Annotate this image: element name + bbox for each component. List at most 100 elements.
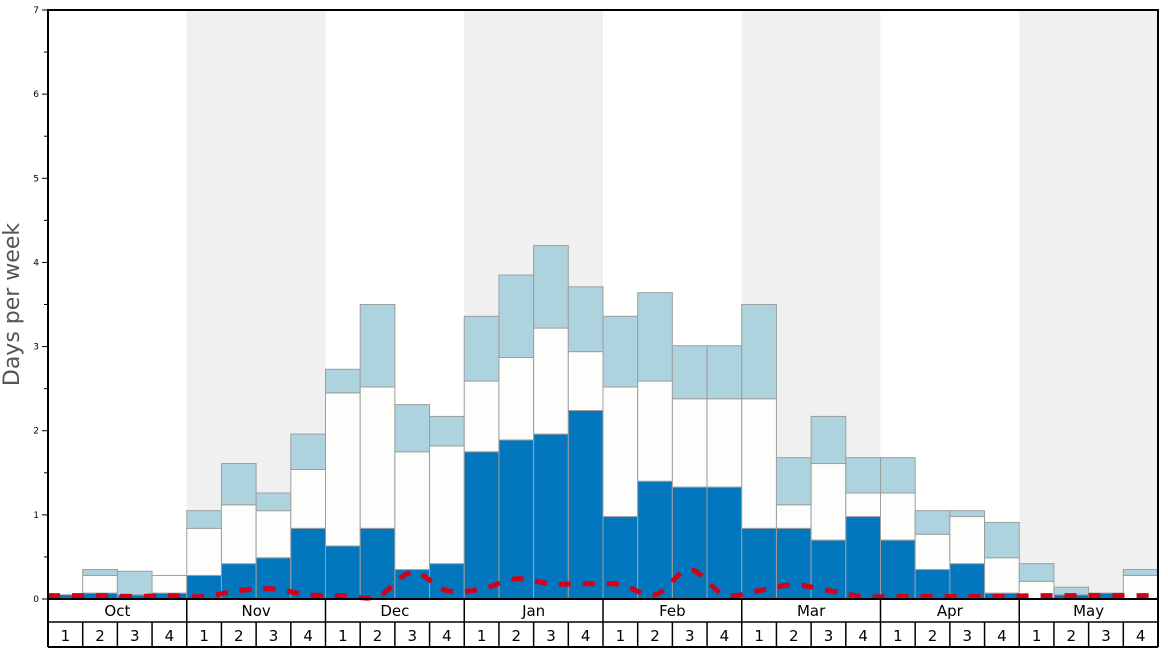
week-label: 4 (1136, 627, 1146, 645)
bar-middle (671, 398, 708, 488)
week-label: 3 (685, 627, 695, 645)
week-label: 1 (893, 627, 903, 645)
bar-middle (706, 398, 743, 488)
month-label-may: May (1073, 602, 1104, 620)
bar-top (255, 492, 292, 512)
month-label-oct: Oct (104, 602, 130, 620)
bar-top (359, 304, 396, 388)
bar-top (429, 415, 465, 447)
bar-top (602, 315, 639, 388)
bar-top (880, 457, 916, 494)
bar-bottom (671, 486, 708, 600)
bar-top (775, 457, 812, 506)
bar-middle (984, 557, 1020, 594)
bar-top (325, 368, 361, 394)
bar-middle (602, 386, 639, 518)
bar-top (290, 433, 326, 470)
bar-top (1122, 569, 1159, 576)
bar-top (914, 510, 951, 535)
week-label: 3 (407, 627, 417, 645)
bar-middle (637, 380, 673, 482)
month-label-dec: Dec (380, 602, 409, 620)
bar-bottom (325, 545, 361, 600)
bar-middle (82, 574, 118, 594)
bar-top (984, 521, 1020, 559)
bar-bottom (533, 433, 569, 600)
week-label: 4 (165, 627, 175, 645)
trend-line (48, 567, 1158, 601)
week-label: 1 (477, 627, 487, 645)
bar-bottom (949, 563, 986, 600)
month-label-nov: Nov (241, 602, 270, 620)
week-label: 2 (373, 627, 383, 645)
week-label: 4 (858, 627, 868, 645)
bar-bottom (637, 480, 673, 600)
x-axis: Oct 1 2 3 4 Nov 1 2 3 4 Dec 1 2 3 4 Jan 1 2 3 4 Feb 1 2 3 4 Mar 1 2… (47, 9, 1159, 648)
bar-middle (290, 468, 326, 529)
week-label: 4 (720, 627, 730, 645)
week-label: 3 (546, 627, 556, 645)
bar-middle (810, 463, 847, 541)
bar-top (394, 404, 431, 453)
bar-bottom (880, 539, 916, 600)
bar-middle (845, 492, 881, 518)
bar-middle (533, 327, 569, 435)
week-label: 3 (269, 627, 279, 645)
bar-top (1018, 563, 1055, 582)
bars (47, 245, 1159, 600)
bar-top (220, 463, 257, 506)
week-label: 4 (581, 627, 591, 645)
bar-middle (394, 451, 431, 571)
bar-middle (220, 504, 257, 565)
bar-middle (186, 527, 222, 576)
week-label: 1 (199, 627, 209, 645)
y-tick-label: 0 (33, 595, 39, 605)
bar-top (706, 345, 743, 400)
week-label: 1 (616, 627, 626, 645)
y-tick-label: 1 (33, 511, 39, 521)
bar-middle (775, 504, 812, 529)
bar-bottom (498, 439, 535, 600)
bar-middle (429, 445, 465, 565)
y-tick-label: 4 (33, 258, 39, 268)
bar-middle (255, 510, 292, 559)
week-label: 2 (789, 627, 799, 645)
week-label: 2 (928, 627, 938, 645)
bar-middle (949, 516, 986, 565)
trend-line-path (48, 567, 1158, 601)
bar-middle (325, 392, 361, 547)
y-tick-label: 3 (33, 343, 39, 353)
bar-top (845, 457, 881, 494)
bar-bottom (845, 516, 881, 600)
month-label-mar: Mar (797, 602, 826, 620)
bar-top (498, 274, 535, 359)
bar-middle (463, 380, 500, 453)
week-label: 3 (824, 627, 834, 645)
bar-bottom (255, 557, 292, 600)
month-shade-may (1019, 10, 1158, 599)
bar-middle (567, 351, 604, 412)
week-label: 1 (61, 627, 71, 645)
bar-middle (359, 386, 396, 529)
bar-bottom (429, 563, 465, 600)
bar-top (186, 510, 222, 529)
week-label: 1 (1032, 627, 1042, 645)
y-axis-label: Days per week (0, 223, 25, 386)
bar-bottom (706, 486, 743, 600)
bar-middle (880, 492, 916, 541)
month-label-feb: Feb (659, 602, 686, 620)
bar-top (82, 569, 118, 576)
week-label: 3 (962, 627, 972, 645)
bar-bottom (567, 410, 604, 600)
y-tick-label: 6 (33, 90, 39, 100)
bar-top (116, 570, 153, 596)
y-tick-label: 7 (33, 6, 39, 16)
bar-top (533, 245, 569, 329)
month-label-apr: Apr (937, 602, 964, 620)
week-label: 3 (1101, 627, 1111, 645)
bar-middle (151, 574, 188, 594)
y-tick-label: 5 (33, 174, 39, 184)
bar-middle (914, 533, 951, 571)
week-label: 2 (650, 627, 660, 645)
week-label: 2 (95, 627, 105, 645)
